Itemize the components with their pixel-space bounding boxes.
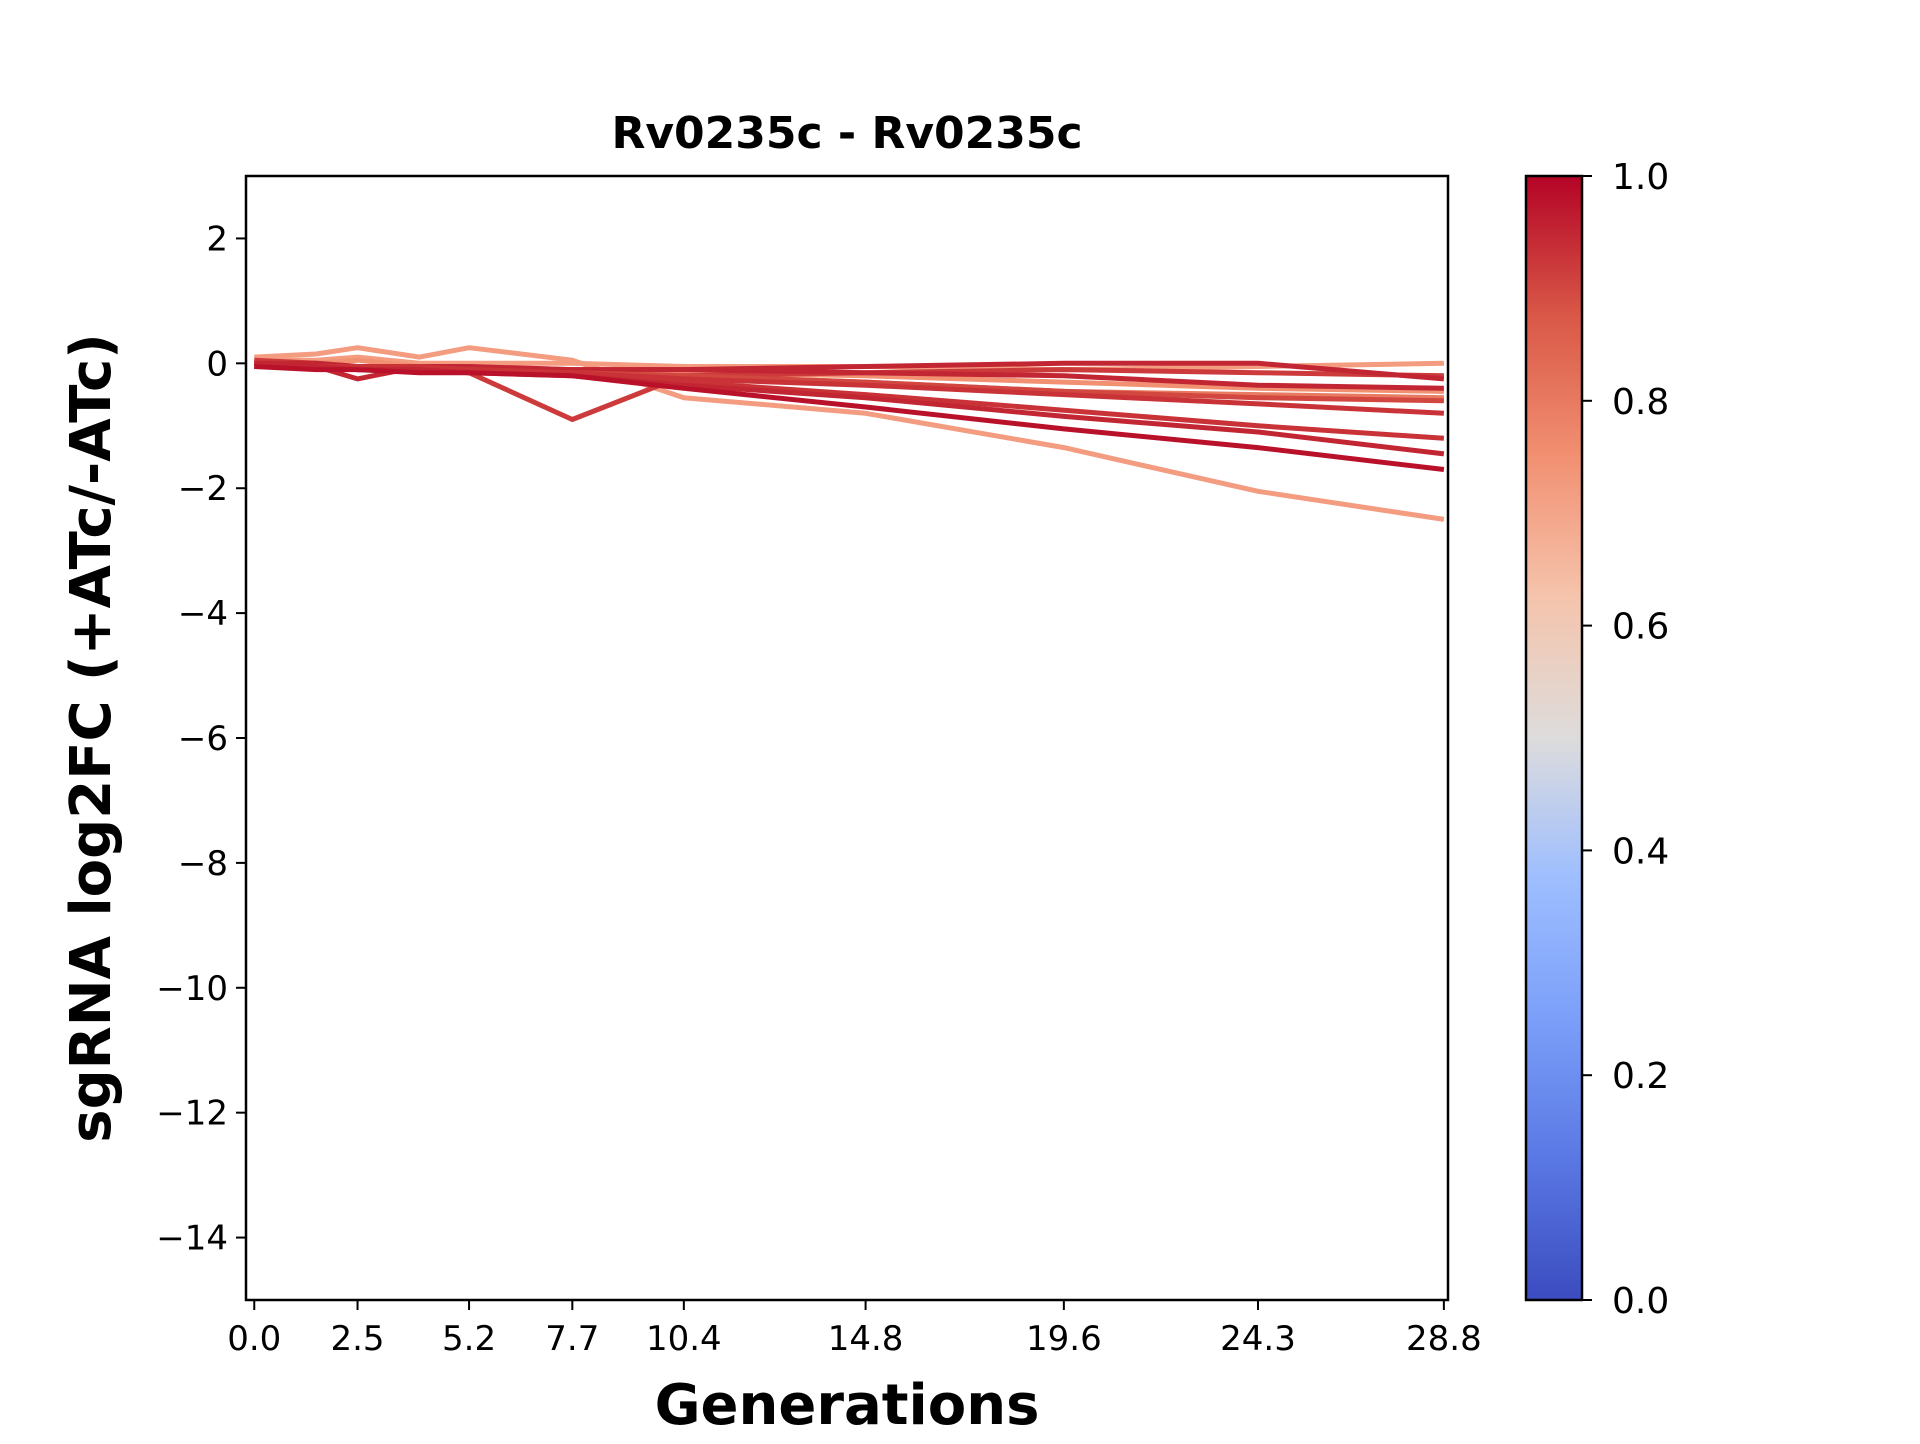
x-tick-label: 19.6 <box>1026 1319 1102 1359</box>
x-tick-label: 10.4 <box>646 1319 722 1359</box>
colorbar <box>1526 176 1582 1300</box>
x-tick-label: 2.5 <box>330 1319 384 1359</box>
x-tick-label: 5.2 <box>442 1319 496 1359</box>
x-tick-label: 24.3 <box>1220 1319 1296 1359</box>
colorbar-tick-label: 0.4 <box>1612 831 1669 872</box>
x-tick-label: 7.7 <box>545 1319 599 1359</box>
y-tick-label: −8 <box>178 844 228 884</box>
colorbar-tick-label: 0.2 <box>1612 1056 1669 1097</box>
x-axis: 0.0 2.5 5.2 7.7 10.4 14.8 19.6 24.3 28.8 <box>227 1300 1481 1359</box>
y-tick-label: −10 <box>156 969 228 1009</box>
x-tick-label: 0.0 <box>227 1319 281 1359</box>
x-axis-label: Generations <box>655 1373 1040 1438</box>
colorbar-tick-label: 0.8 <box>1612 382 1669 423</box>
y-tick-label: −14 <box>156 1219 228 1259</box>
colorbar-tick-label: 0.6 <box>1612 607 1669 648</box>
x-tick-label: 28.8 <box>1406 1319 1482 1359</box>
chart-title: Rv0235c - Rv0235c <box>611 108 1082 159</box>
x-tick-label: 14.8 <box>828 1319 904 1359</box>
y-axis: 2 0 −2 −4 −6 −8 −10 −12 −14 <box>156 219 246 1258</box>
y-tick-label: 0 <box>206 344 228 384</box>
colorbar-tick-label: 0.0 <box>1612 1281 1669 1322</box>
series-group <box>254 348 1444 520</box>
y-axis-label: sgRNA log2FC (+ATc/-ATc) <box>59 333 124 1143</box>
plot-frame <box>246 176 1448 1300</box>
colorbar-tick-label: 1.0 <box>1612 157 1669 198</box>
y-tick-label: −6 <box>178 719 228 759</box>
colorbar-axis: 0.0 0.2 0.4 0.6 0.8 1.0 <box>1582 157 1669 1322</box>
y-tick-label: −12 <box>156 1094 228 1134</box>
y-tick-label: 2 <box>206 219 228 259</box>
y-tick-label: −2 <box>178 469 228 509</box>
y-tick-label: −4 <box>178 594 228 634</box>
